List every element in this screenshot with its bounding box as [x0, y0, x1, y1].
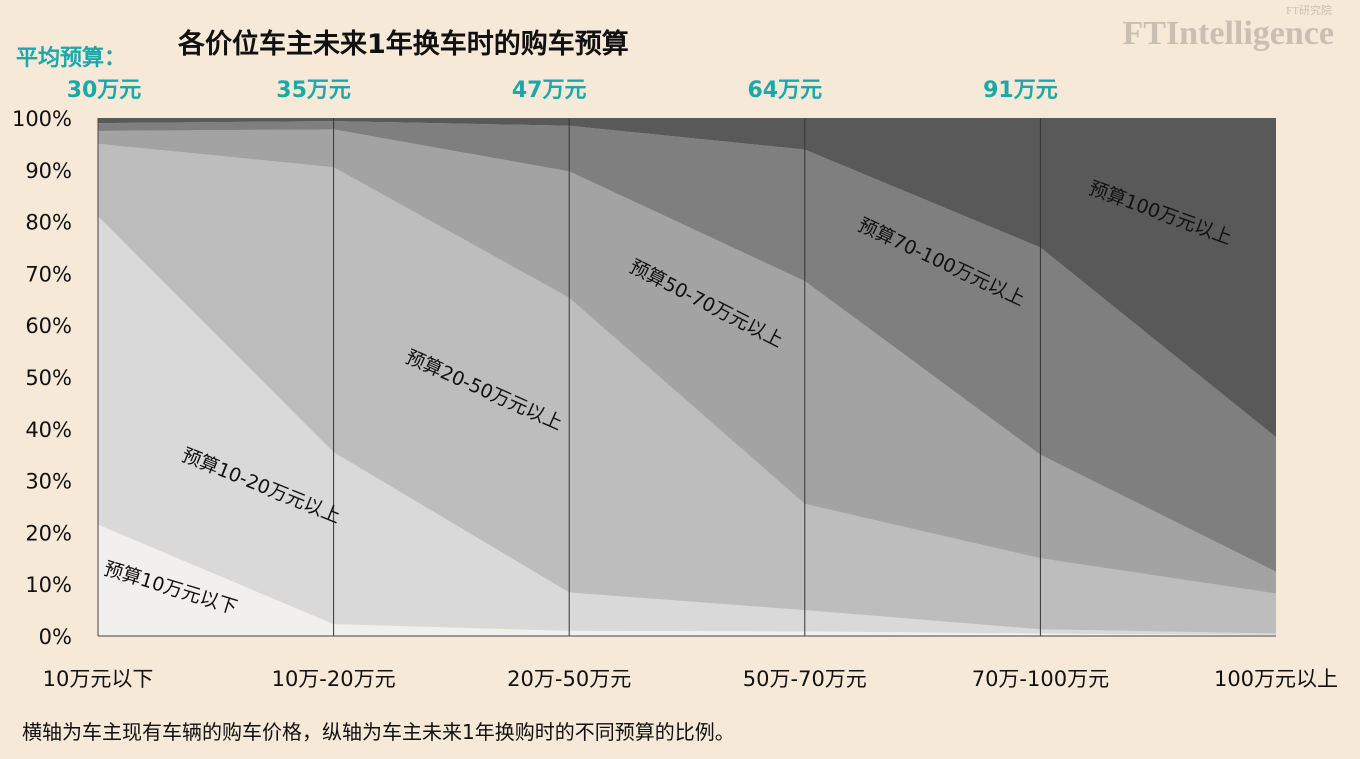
x-tick-label: 50万-70万元: [743, 667, 867, 691]
chart-title: 各价位车主未来1年换车时的购车预算: [178, 29, 629, 60]
average-budget-label: 平均预算：: [16, 46, 127, 71]
area-series-4: [98, 129, 1276, 594]
x-tick-label: 20万-50万元: [507, 667, 631, 691]
average-budget-value: 35万元: [276, 78, 351, 103]
x-tick-label: 100万元以上: [1214, 667, 1338, 691]
x-tick-label: 70万-100万元: [972, 667, 1109, 691]
area-series-6: [98, 118, 1276, 438]
y-tick-label: 100%: [12, 107, 72, 131]
y-tick-label: 60%: [25, 314, 72, 338]
y-tick-label: 90%: [25, 159, 72, 183]
y-tick-label: 40%: [25, 418, 72, 442]
y-tick-label: 50%: [25, 366, 72, 390]
footnote: 横轴为车主现有车辆的购车价格，纵轴为车主未来1年换购时的不同预算的比例。: [22, 720, 735, 744]
y-tick-label: 70%: [25, 262, 72, 286]
y-tick-label: 30%: [25, 470, 72, 494]
area-series-3: [98, 143, 1276, 634]
y-tick-label: 20%: [25, 521, 72, 545]
y-tick-label: 80%: [25, 211, 72, 235]
logo-subtitle: FT研究院: [1286, 5, 1332, 17]
x-tick-label: 10万元以下: [43, 667, 154, 691]
average-budget-value: 91万元: [983, 78, 1058, 103]
average-budget-value: 64万元: [747, 78, 822, 103]
logo-wordmark: FTIntelligence: [1122, 15, 1334, 52]
ft-intelligence-logo: FT研究院 FTIntelligence: [1122, 6, 1334, 51]
average-budget-value: 47万元: [512, 78, 587, 103]
y-tick-label: 10%: [25, 573, 72, 597]
y-tick-label: 0%: [39, 625, 72, 649]
x-tick-label: 10万-20万元: [272, 667, 396, 691]
area-series-2: [98, 216, 1276, 635]
area-series-1: [98, 524, 1276, 636]
area-series-5: [98, 121, 1276, 572]
average-budget-value: 30万元: [67, 78, 142, 103]
